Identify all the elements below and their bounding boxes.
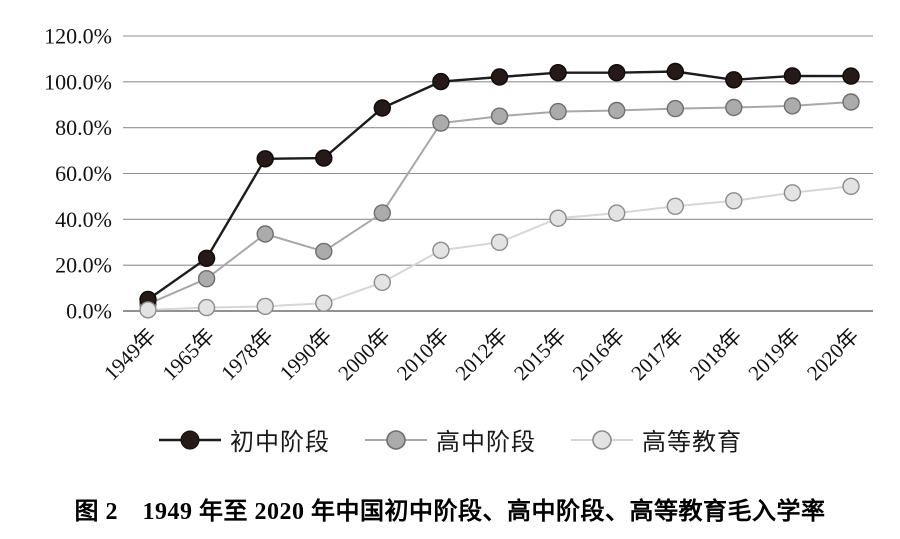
data-point bbox=[608, 204, 626, 222]
data-point bbox=[197, 270, 216, 288]
data-point bbox=[842, 93, 860, 111]
data-point bbox=[373, 99, 391, 117]
x-tick-label: 2000年 bbox=[333, 324, 395, 386]
x-tick-label: 2018年 bbox=[685, 324, 747, 386]
data-point bbox=[256, 225, 274, 243]
x-tick-label: 1990年 bbox=[275, 324, 337, 386]
data-point bbox=[783, 184, 802, 202]
y-tick-label: 80.0% bbox=[55, 115, 112, 140]
data-point bbox=[549, 102, 567, 121]
data-point bbox=[256, 297, 274, 316]
y-tick-label: 120.0% bbox=[44, 24, 112, 49]
data-point bbox=[842, 67, 860, 85]
data-point bbox=[549, 63, 567, 82]
data-point bbox=[139, 301, 157, 319]
x-tick-label: 2017年 bbox=[626, 324, 688, 386]
data-point bbox=[490, 68, 509, 86]
data-point bbox=[373, 204, 391, 222]
y-tick-label: 0.0% bbox=[66, 299, 112, 324]
legend-marker-senior-secondary-icon bbox=[365, 429, 427, 450]
data-point bbox=[256, 150, 274, 168]
data-point bbox=[725, 71, 743, 89]
data-point bbox=[315, 242, 333, 261]
figure-caption: 图 2 1949 年至 2020 年中国初中阶段、高中阶段、高等教育毛入学率 bbox=[74, 499, 826, 525]
x-tick-label: 1949年 bbox=[99, 324, 161, 386]
x-tick-label: 2012年 bbox=[451, 324, 513, 386]
data-point bbox=[432, 241, 450, 260]
x-tick-label: 1978年 bbox=[216, 324, 278, 386]
y-tick-label: 60.0% bbox=[55, 161, 112, 186]
x-tick-label: 2016年 bbox=[568, 324, 630, 386]
data-point bbox=[490, 107, 509, 125]
data-point bbox=[725, 192, 743, 210]
legend-label-junior-secondary: 初中阶段 bbox=[230, 430, 330, 456]
y-tick-label: 40.0% bbox=[55, 207, 112, 232]
x-tick-label: 2015年 bbox=[509, 324, 571, 386]
y-tick-label: 20.0% bbox=[55, 253, 112, 278]
x-tick-label: 2010年 bbox=[392, 324, 454, 386]
data-point bbox=[432, 72, 450, 91]
x-tick-label: 1965年 bbox=[158, 324, 220, 386]
data-point bbox=[315, 149, 333, 167]
data-point bbox=[725, 98, 743, 117]
data-point bbox=[549, 209, 567, 227]
data-point bbox=[197, 298, 216, 317]
data-point bbox=[197, 249, 216, 267]
data-point bbox=[432, 114, 450, 132]
data-point bbox=[608, 101, 626, 120]
data-point bbox=[783, 97, 802, 115]
data-point bbox=[666, 197, 684, 216]
x-tick-label: 2020年 bbox=[802, 324, 864, 386]
data-point bbox=[842, 177, 860, 196]
data-point bbox=[315, 294, 333, 312]
data-point bbox=[666, 62, 684, 81]
legend-marker-junior-secondary-icon bbox=[159, 430, 221, 449]
legend-item-senior-secondary: 高中阶段 bbox=[364, 422, 536, 457]
enrollment-line-chart: 0.0% 20.0% 40.0% 60.0% 80.0% 100.0% 120.0% 1949… bbox=[44, 24, 873, 386]
legend-marker-higher-education-icon bbox=[571, 429, 633, 450]
data-point bbox=[783, 67, 802, 85]
legend-item-higher-education: 高等教育 bbox=[570, 422, 742, 457]
legend-item-junior-secondary: 初中阶段 bbox=[158, 422, 330, 457]
x-tick-label: 2019年 bbox=[743, 324, 805, 386]
y-tick-label: 100.0% bbox=[44, 69, 112, 94]
series-line-1 bbox=[147, 101, 852, 306]
data-point bbox=[490, 233, 509, 252]
legend-label-senior-secondary: 高中阶段 bbox=[436, 430, 536, 456]
chart-legend: 初中阶段 高中阶段 高等教育 bbox=[0, 422, 900, 457]
data-point bbox=[666, 99, 684, 118]
chart-area: 0.0% 20.0% 40.0% 60.0% 80.0% 100.0% 120.0% 1949… bbox=[44, 24, 873, 386]
data-point bbox=[373, 273, 391, 292]
legend-label-higher-education: 高等教育 bbox=[642, 430, 742, 456]
data-point bbox=[608, 63, 626, 82]
